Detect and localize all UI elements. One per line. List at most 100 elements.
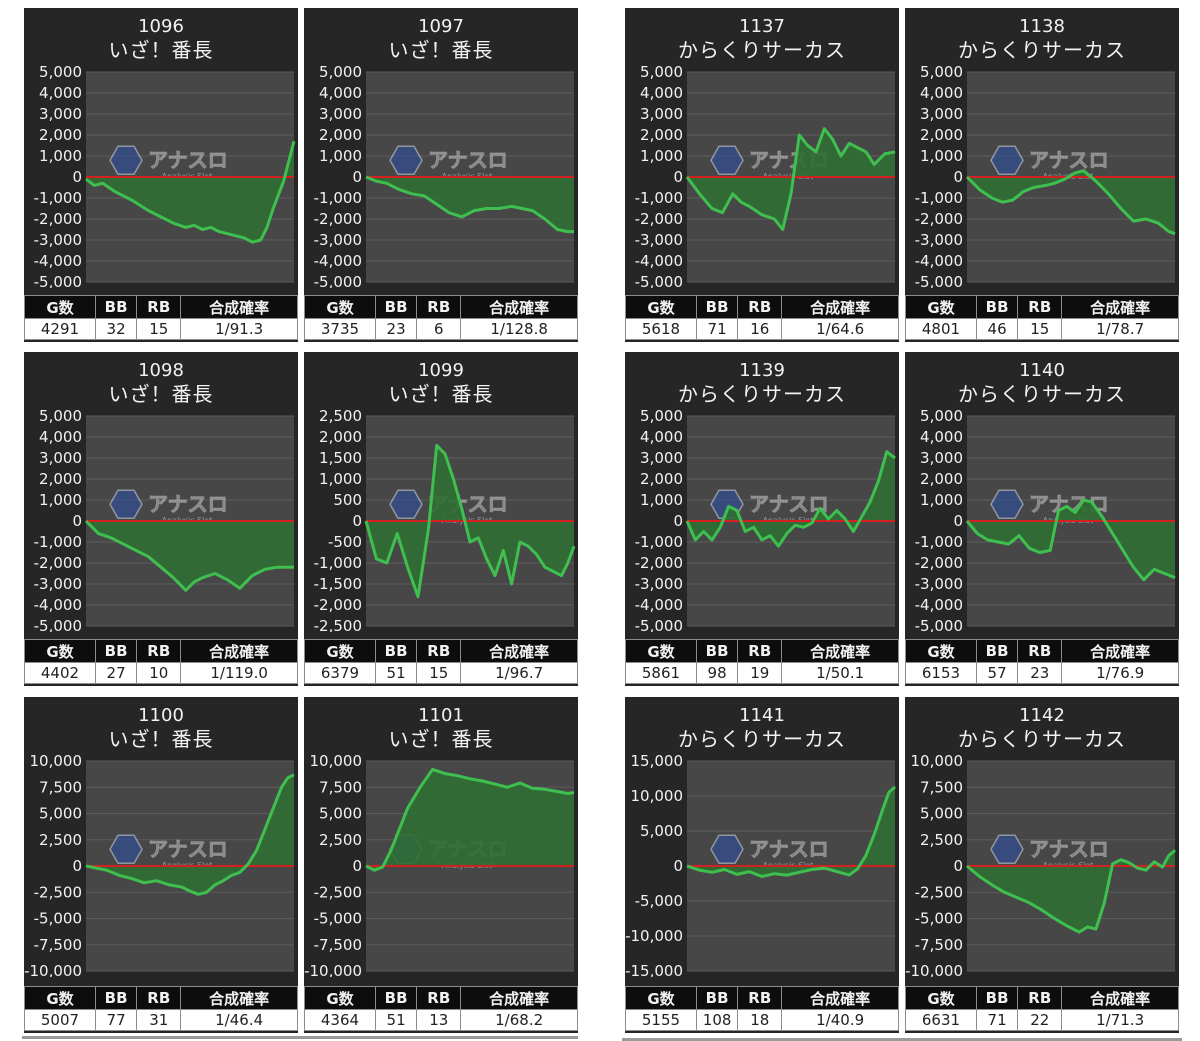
y-tick-label: -3,000 [314, 231, 362, 249]
y-tick-label: -2,000 [34, 210, 82, 228]
y-tick-label: -5,000 [635, 617, 683, 632]
stat-rb: 15 [416, 662, 462, 684]
y-tick-label: -5,000 [34, 910, 82, 928]
y-tick-label: 2,500 [319, 831, 362, 849]
y-tick-label: 10,000 [30, 752, 83, 770]
y-tick-label: -5,000 [34, 273, 82, 288]
stat-rb: 18 [737, 1009, 783, 1031]
hexagon-logo-icon [710, 145, 744, 175]
y-tick-label: 2,000 [319, 126, 362, 144]
header-bb: BB [975, 986, 1019, 1010]
y-tick-label: 2,000 [920, 126, 963, 144]
header-rb: RB [1017, 295, 1063, 319]
header-rb: RB [416, 295, 462, 319]
y-tick-label: -5,000 [34, 617, 82, 632]
machine-number: 1099 [418, 360, 464, 381]
stat-games: 5155 [625, 1009, 697, 1031]
stat-bb: 27 [94, 662, 138, 684]
header-bb: BB [975, 639, 1019, 663]
series-area [967, 850, 1175, 933]
y-tick-label: 1,000 [640, 491, 683, 509]
stat-bb: 46 [975, 318, 1019, 340]
y-tick-label: -2,500 [314, 883, 362, 901]
y-tick-label: 1,500 [319, 449, 362, 467]
y-tick-label: 2,500 [920, 831, 963, 849]
stat-rate: 1/40.9 [781, 1009, 899, 1031]
series-line [685, 450, 896, 548]
y-tick-label: 3,000 [39, 449, 82, 467]
stat-games: 5861 [625, 662, 697, 684]
chart-card-1096: 1096 いざ！番長 5,000 4,000 3,000 2,000 1,000 0 -1,00… [24, 8, 298, 342]
y-tick-label: -7,500 [915, 936, 963, 954]
watermark-brand: アナスロ [749, 837, 829, 861]
header-rate: 合成確率 [180, 639, 298, 663]
y-tick-label: -1,000 [635, 533, 683, 551]
series-area [366, 177, 574, 232]
y-tick-label: -5,000 [915, 910, 963, 928]
header-rb: RB [136, 986, 182, 1010]
stats-table: G数 BB RB 合成確率 6153 57 23 1/76.9 [905, 639, 1179, 684]
y-tick-label: 2,000 [640, 470, 683, 488]
watermark-brand: アナスロ [148, 837, 228, 861]
y-tick-label: 5,000 [319, 805, 362, 823]
machine-number: 1097 [418, 16, 464, 37]
watermark: アナスロ--Analysis Slot-- [109, 834, 228, 870]
chart-card-1137: 1137 からくりサーカス 5,000 4,000 3,000 2,000 1,000 0 -1… [625, 8, 899, 342]
y-tick-label: 0 [953, 857, 963, 875]
series-area [687, 786, 895, 877]
y-tick-label: 5,000 [640, 63, 683, 81]
stat-games: 6631 [905, 1009, 977, 1031]
y-tick-label: 0 [352, 168, 362, 186]
header-games: G数 [625, 986, 697, 1010]
header-bb: BB [695, 639, 739, 663]
cumulative-payout-chart: 5,000 4,000 3,000 2,000 1,000 0 -1,000 -2,000 -3… [34, 407, 295, 632]
y-tick-label: 1,000 [920, 491, 963, 509]
stat-games: 4291 [24, 318, 96, 340]
stat-games: 6153 [905, 662, 977, 684]
y-tick-label: -3,000 [635, 231, 683, 249]
machine-name: いざ！番長 [108, 727, 214, 751]
hexagon-logo-icon [990, 145, 1024, 175]
watermark-brand: アナスロ [148, 492, 228, 516]
y-tick-label: -7,500 [34, 936, 82, 954]
cumulative-payout-chart: 2,500 2,000 1,500 1,000 500 0 -500 -1,000 -1,500… [314, 407, 576, 632]
y-tick-label: -4,000 [34, 252, 82, 270]
machine-number: 1098 [138, 360, 184, 381]
header-rate: 合成確率 [460, 639, 578, 663]
stat-rb: 23 [1017, 662, 1063, 684]
y-tick-label: -1,000 [34, 533, 82, 551]
y-tick-label: 4,000 [39, 84, 82, 102]
header-rb: RB [737, 295, 783, 319]
chart-card-1099: 1099 いざ！番長 2,500 2,000 1,500 1,000 500 0 -500 -1,… [304, 352, 578, 686]
y-tick-label: 7,500 [319, 778, 362, 796]
y-tick-label: 0 [352, 512, 362, 530]
header-rate: 合成確率 [1061, 295, 1179, 319]
machine-name: からくりサーカス [958, 38, 1126, 62]
y-tick-label: 0 [673, 168, 683, 186]
y-tick-label: 1,000 [39, 491, 82, 509]
y-tick-label: 1,000 [640, 147, 683, 165]
chart-card-1100: 1100 いざ！番長 10,000 7,500 5,000 2,500 0 -2,500 -5,… [24, 697, 298, 1033]
machine-name: いざ！番長 [388, 382, 494, 406]
hexagon-logo-icon [990, 489, 1024, 519]
y-tick-label: -4,000 [635, 252, 683, 270]
cumulative-payout-chart: 5,000 4,000 3,000 2,000 1,000 0 -1,000 -2,000 -3… [635, 63, 896, 288]
y-tick-label: 15,000 [631, 752, 684, 770]
y-tick-label: -1,000 [635, 189, 683, 207]
y-tick-label: 0 [673, 857, 683, 875]
cumulative-payout-chart: 5,000 4,000 3,000 2,000 1,000 0 -1,000 -2,000 -3… [34, 63, 296, 288]
stat-bb: 57 [975, 662, 1019, 684]
y-tick-label: -10,000 [905, 962, 963, 977]
stat-rb: 31 [136, 1009, 182, 1031]
series-line [365, 767, 575, 872]
header-games: G数 [905, 986, 977, 1010]
machine-name: いざ！番長 [388, 38, 494, 62]
stat-rb: 10 [136, 662, 182, 684]
header-rb: RB [1017, 986, 1063, 1010]
stat-games: 6379 [304, 662, 376, 684]
chart-card-1140: 1140 からくりサーカス 5,000 4,000 3,000 2,000 1,000 0 -1… [905, 352, 1179, 686]
y-tick-label: 4,000 [319, 84, 362, 102]
y-tick-label: -10,000 [304, 962, 362, 977]
stat-bb: 108 [695, 1009, 739, 1031]
cumulative-payout-chart: 5,000 4,000 3,000 2,000 1,000 0 -1,000 -2,000 -3… [915, 63, 1176, 288]
